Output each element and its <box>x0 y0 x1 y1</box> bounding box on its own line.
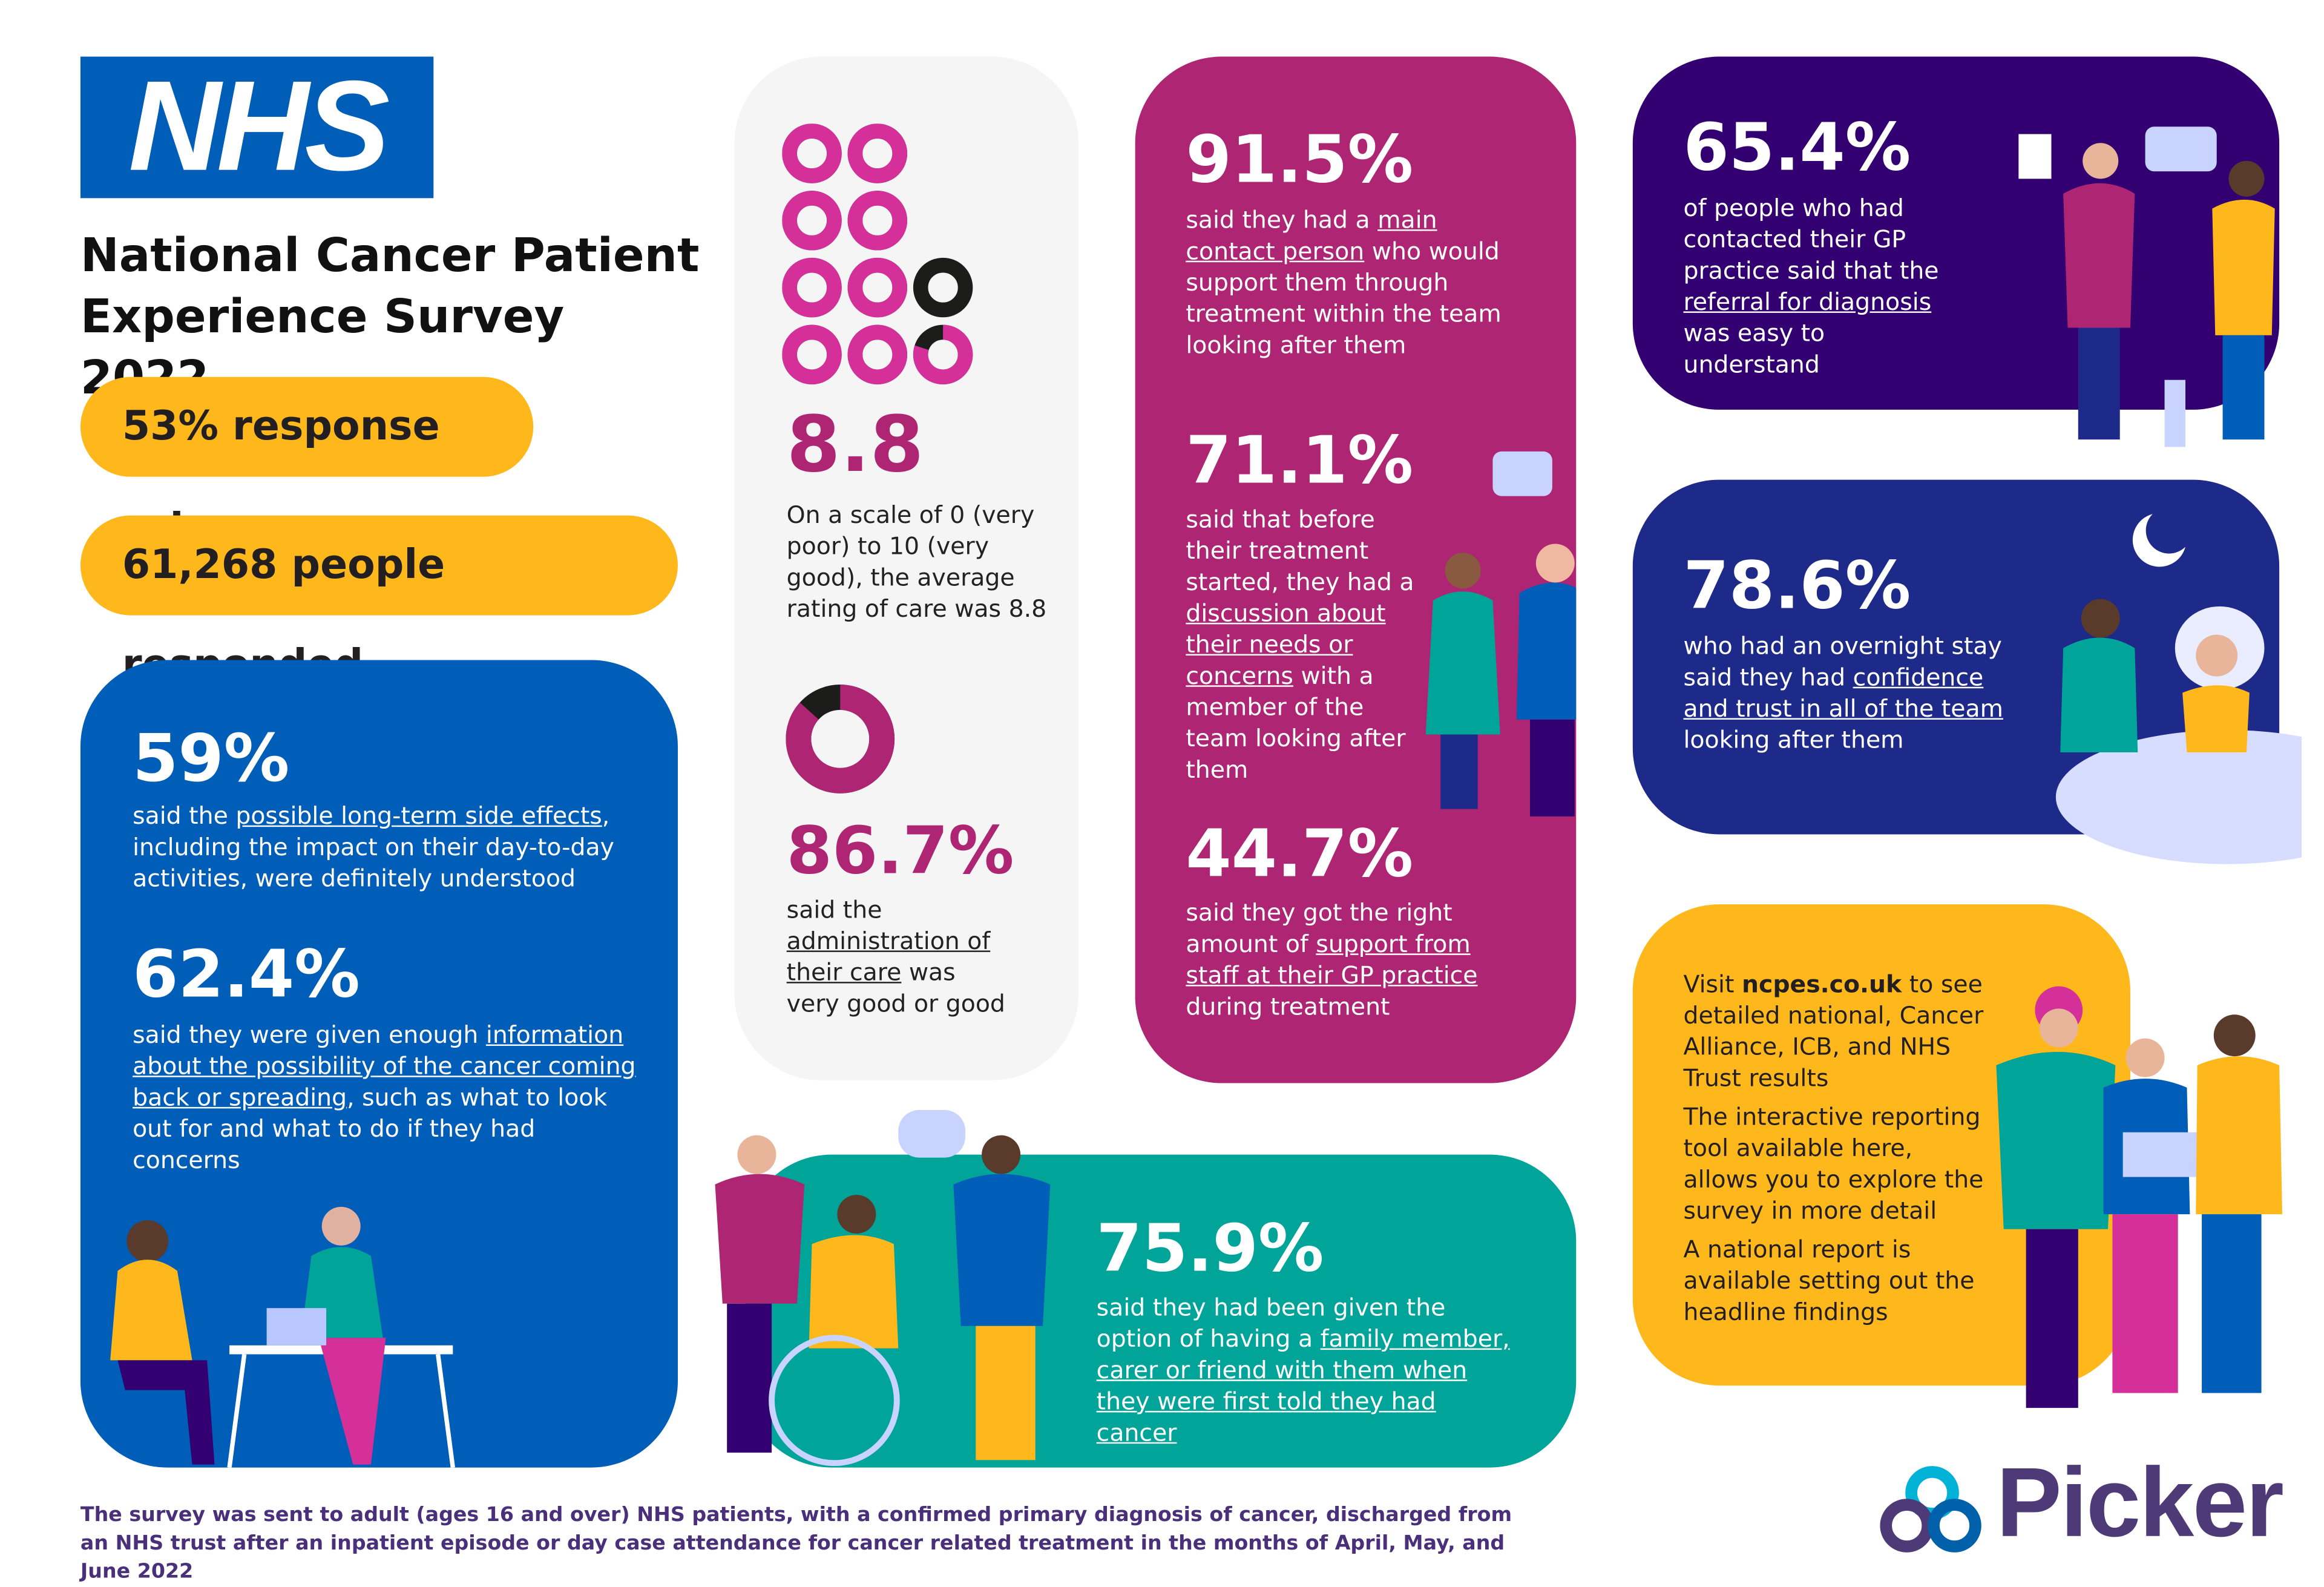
stat-71-text: said that before their treatment started… <box>1186 505 1414 784</box>
stat-86-text: said the administration of their care wa… <box>786 895 1005 1018</box>
rating-ring <box>782 123 842 183</box>
picker-logo-icon <box>1880 1466 1981 1552</box>
rating-ring <box>782 257 842 318</box>
administration-link[interactable]: administration of their care <box>786 927 991 987</box>
rating-ring <box>847 123 907 183</box>
rating-value: 8.8 <box>786 401 924 490</box>
interactive-tool-text[interactable]: The interactive reporting tool available… <box>1683 1102 1984 1225</box>
referral-card: 65.4% of people who had contacted their … <box>1632 56 2280 410</box>
nurse-and-patient-illustration <box>1425 451 1577 816</box>
stat-59-text: said the possible long-term side effects… <box>133 801 614 893</box>
rating-ring <box>782 191 842 251</box>
rating-card: 8.8 On a scale of 0 (very poor) to 10 (v… <box>734 56 1079 1080</box>
stat-78: 78.6% <box>1683 548 1911 625</box>
wheelchair-family-illustration <box>715 1109 1051 1467</box>
footer-note: The survey was sent to adult (ages 16 an… <box>80 1503 1512 1584</box>
stat-44: 44.7% <box>1186 816 1414 893</box>
discussion-link[interactable]: discussion about their needs or concerns <box>1186 599 1386 690</box>
main-contact-link[interactable]: main contact person <box>1186 205 1437 266</box>
responded-number: 61,268 <box>122 542 278 589</box>
nhs-logo: NHS <box>80 56 434 199</box>
page-title: National Cancer Patient Experience Survey… <box>80 226 706 410</box>
referral-link[interactable]: referral for diagnosis <box>1683 288 1932 316</box>
administration-donut-chart <box>786 685 895 794</box>
rating-ring <box>847 257 907 318</box>
stat-65: 65.4% <box>1683 110 1911 186</box>
stat-75: 75.9% <box>1096 1211 1324 1287</box>
stat-62-text: said they were given enough information … <box>133 1020 636 1174</box>
rating-ring <box>782 324 842 385</box>
gp-consultation-illustration <box>2018 126 2275 447</box>
people-at-desk-illustration <box>110 1206 455 1468</box>
rating-ring <box>847 324 907 385</box>
stat-75-text: said they had been given the option of h… <box>1096 1293 1510 1447</box>
stat-78-text: who had an overnight stay said they had … <box>1683 631 2003 754</box>
national-report-text[interactable]: A national report is available setting o… <box>1683 1235 1975 1326</box>
ncpes-link[interactable]: ncpes.co.uk <box>1741 970 1902 999</box>
gp-support-link[interactable]: support from staff at their GP practice <box>1186 929 1478 990</box>
responded-pill: 61,268 people responded <box>80 515 678 688</box>
stat-44-text: said they got the right amount of suppor… <box>1186 898 1478 1021</box>
rating-ring <box>847 191 907 251</box>
family-member-link[interactable]: family member, carer or friend with them… <box>1096 1324 1510 1447</box>
stat-86: 86.7% <box>786 813 1014 890</box>
stat-91-text: said they had a main contact person who … <box>1186 205 1502 360</box>
stat-62: 62.4% <box>133 937 360 1013</box>
response-rate-pill: 53% response rate <box>80 376 534 550</box>
three-people-illustration <box>1996 986 2283 1408</box>
stat-91: 91.5% <box>1186 122 1414 199</box>
support-card: 91.5% said they had a main contact perso… <box>1135 56 1577 1083</box>
rating-text: On a scale of 0 (very poor) to 10 (very … <box>786 501 1047 623</box>
overnight-stay-illustration <box>2055 514 2302 864</box>
rating-ring <box>913 324 973 385</box>
visit-text: Visit ncpes.co.uk to see detailed nation… <box>1683 970 1984 1092</box>
stat-65-text: of people who had contacted their GP pra… <box>1683 193 1939 379</box>
title-line-1: National Cancer Patient <box>80 229 700 283</box>
rating-rings-chart <box>782 123 973 385</box>
side-effects-link[interactable]: possible long-term side effects <box>235 801 602 830</box>
information-link[interactable]: information about the possibility of the… <box>133 1020 636 1112</box>
confidence-link[interactable]: confidence and trust in all of the team <box>1683 663 2003 723</box>
rating-ring-bg <box>913 257 973 318</box>
stat-71: 71.1% <box>1186 423 1414 499</box>
admin-donut-fill <box>786 685 895 794</box>
side-effects-card: 59% said the possible long-term side eff… <box>80 660 678 1468</box>
picker-logo-text: Picker <box>1996 1447 2283 1557</box>
stat-59: 59% <box>133 721 290 797</box>
